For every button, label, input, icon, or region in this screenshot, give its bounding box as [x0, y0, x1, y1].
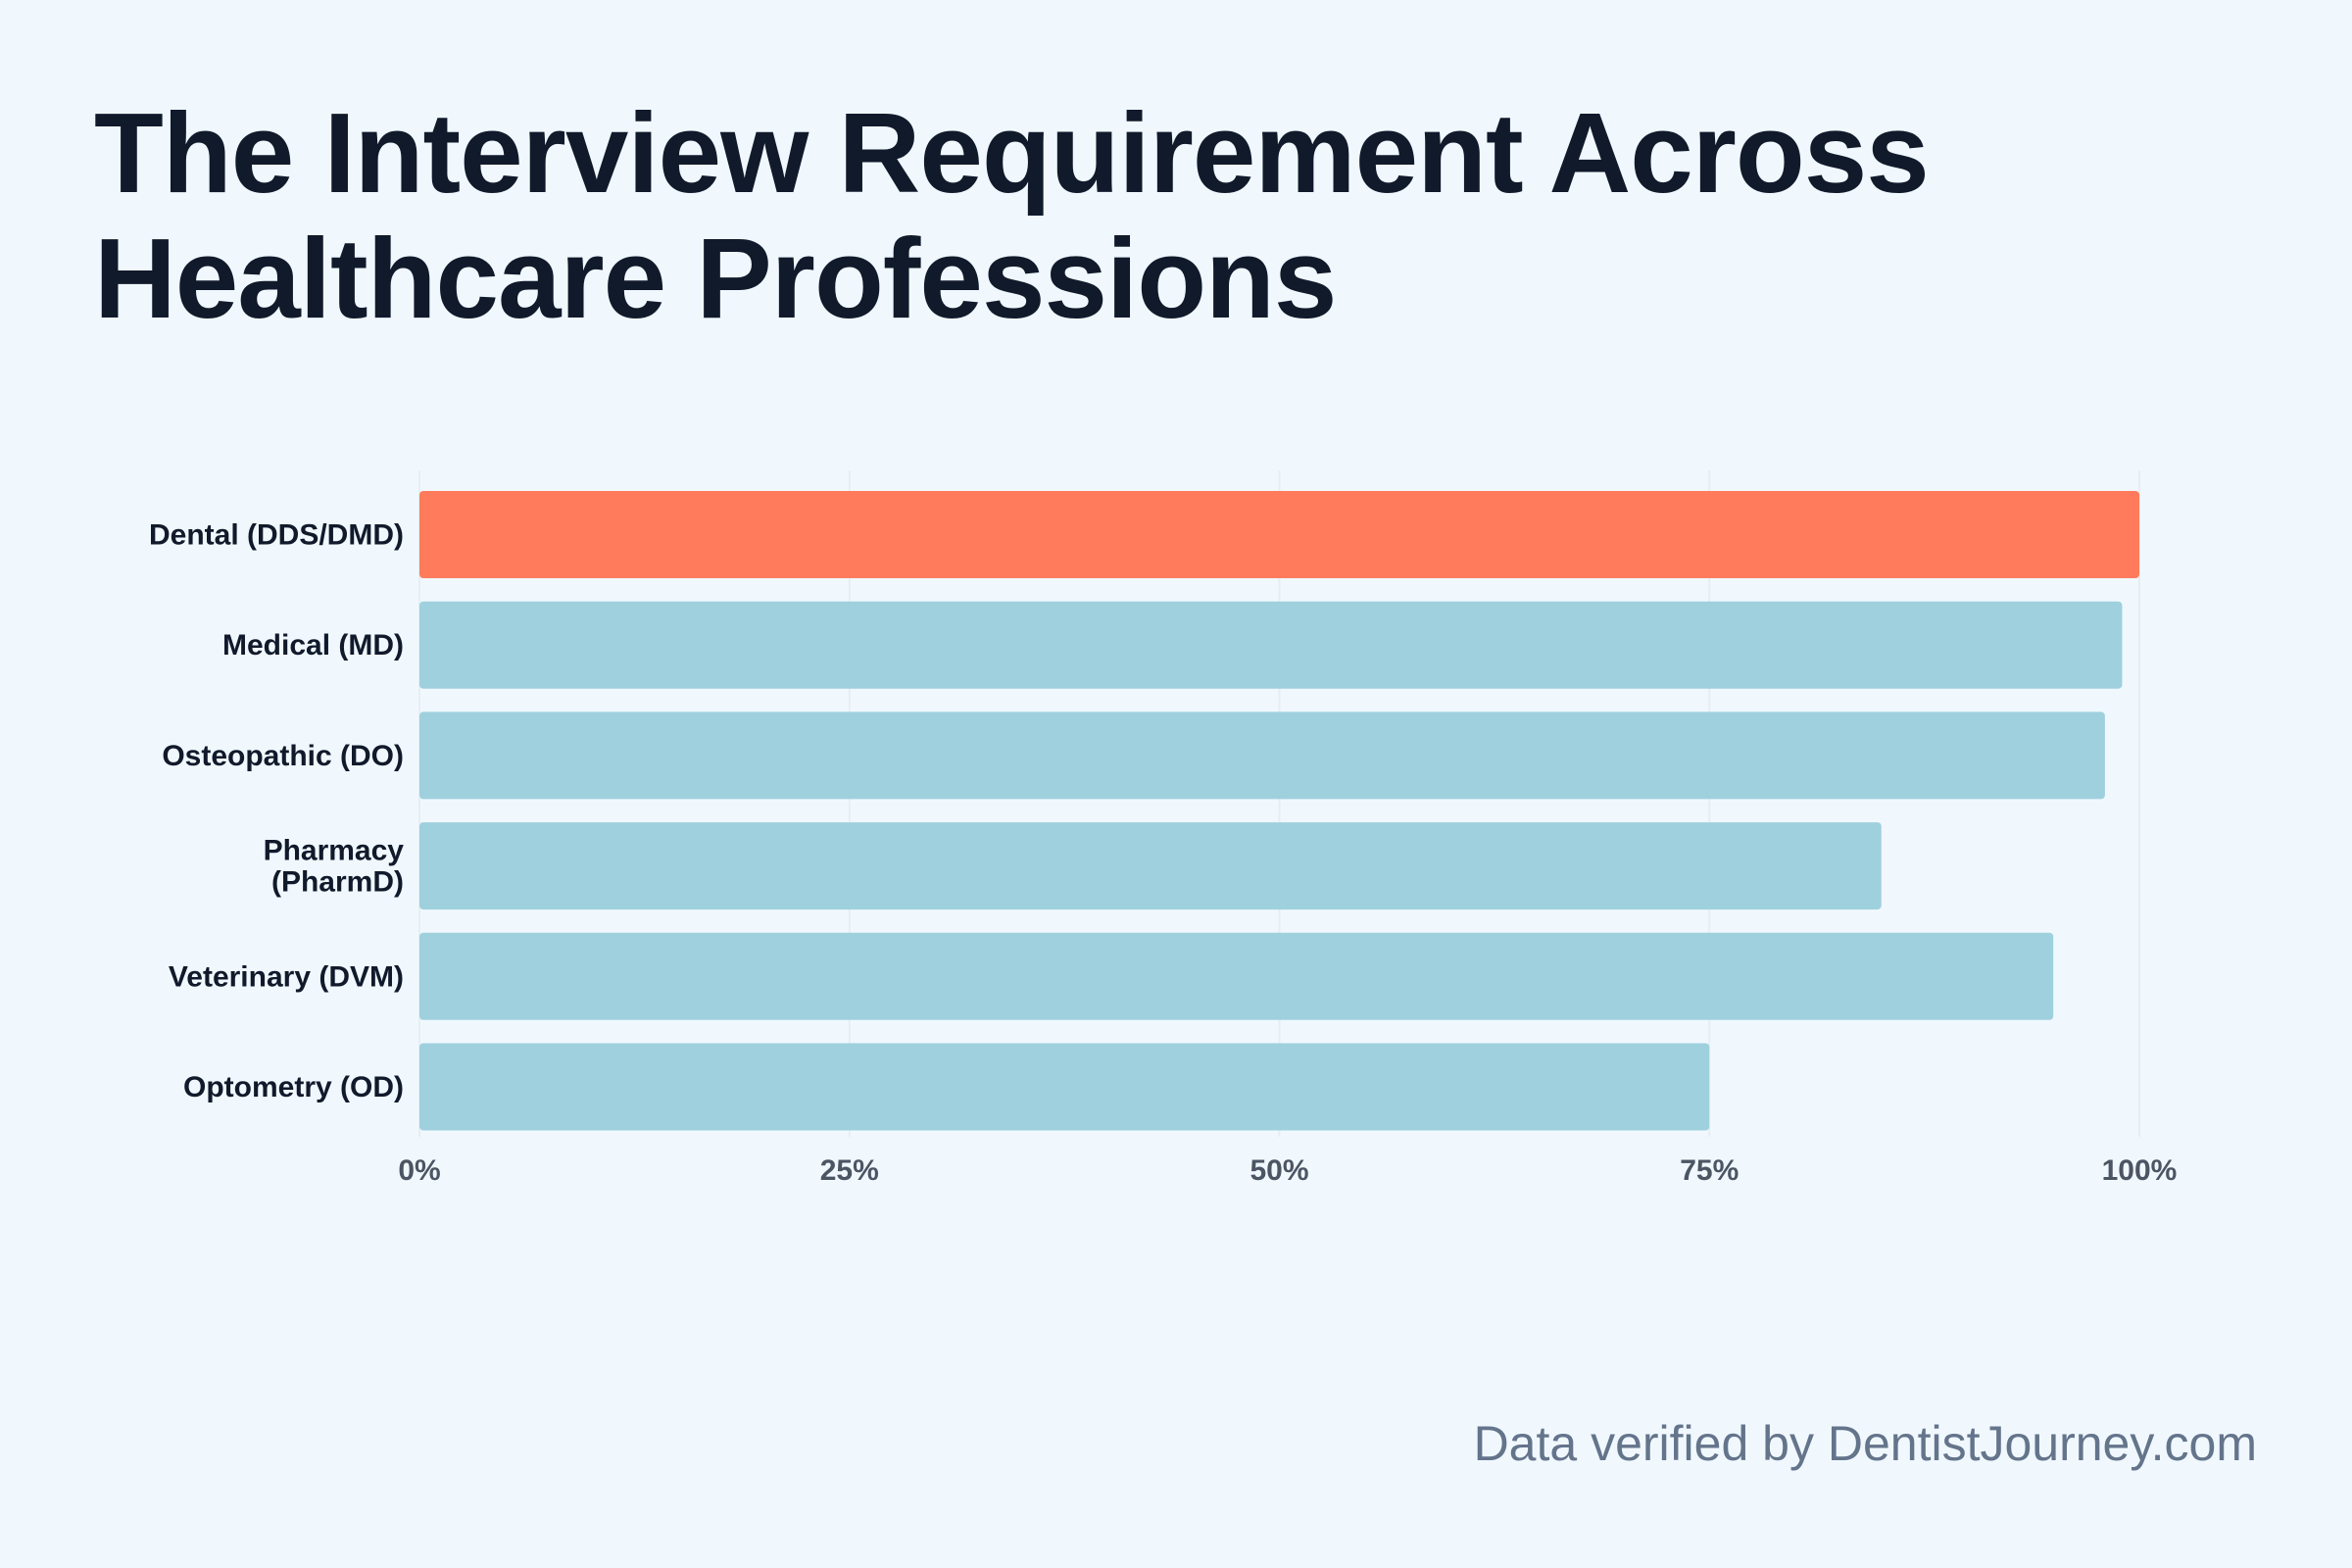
category-label-4: Veterinary (DVM)	[169, 960, 404, 993]
x-axis-tick-labels: 0% 25% 50% 75% 100%	[398, 1154, 2177, 1187]
category-label-0: Dental (DDS/DMD)	[149, 519, 404, 552]
x-tick-label-4: 100%	[2102, 1154, 2178, 1187]
x-tick-label-1: 25%	[820, 1154, 879, 1187]
grid-lines	[418, 470, 2140, 1137]
category-label-2: Osteopathic (DO)	[162, 740, 404, 772]
x-tick-label-3: 75%	[1680, 1154, 1739, 1187]
x-tick-label-2: 50%	[1250, 1154, 1308, 1187]
category-label-3: Pharmacy (PharmD)	[264, 835, 405, 899]
bar-3	[419, 822, 1882, 910]
x-tick-label-0: 0%	[398, 1154, 440, 1187]
category-label-5: Optometry (OD)	[183, 1071, 404, 1103]
bar-0	[419, 491, 2139, 578]
bar-4	[419, 932, 2054, 1020]
bars	[419, 491, 2139, 1131]
source-credit: Data verified by DentistJourney.com	[1473, 1416, 2257, 1471]
bar-5	[419, 1043, 1710, 1131]
chart-title: The Interview Requirement Across Healthc…	[94, 89, 1930, 342]
category-label-1: Medical (MD)	[222, 629, 404, 662]
bar-1	[419, 601, 2123, 689]
category-labels: Dental (DDS/DMD) Medical (MD) Osteopathic …	[149, 519, 404, 1104]
bar-2	[419, 711, 2105, 800]
